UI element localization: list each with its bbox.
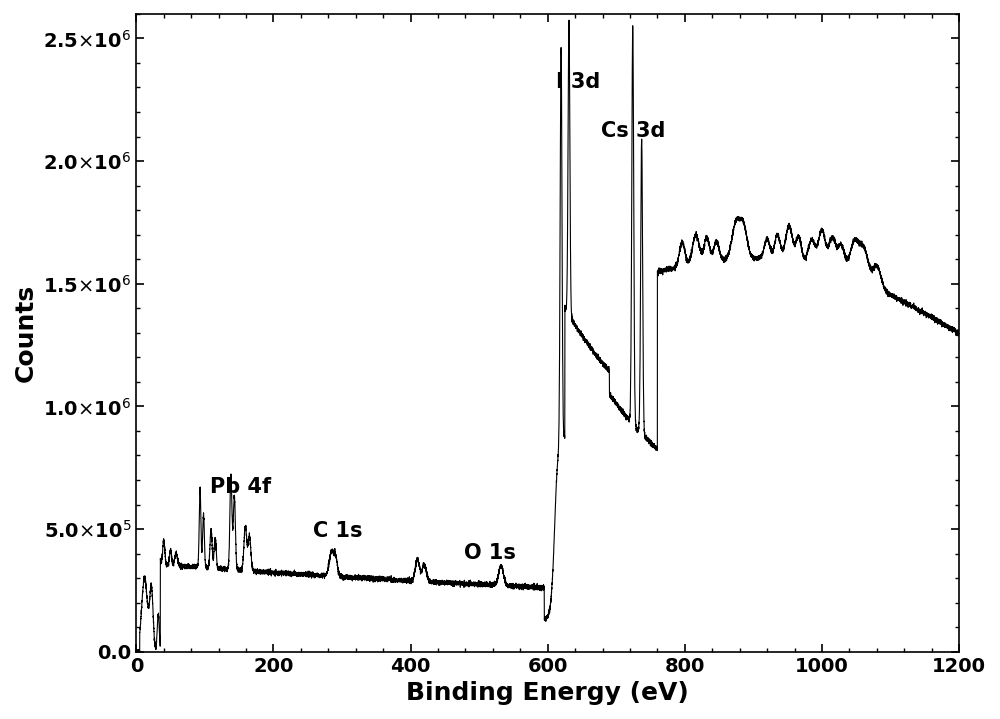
Text: C 1s: C 1s — [313, 521, 363, 541]
Y-axis label: Counts: Counts — [14, 284, 38, 382]
Text: I 3d: I 3d — [556, 73, 600, 92]
Text: O 1s: O 1s — [464, 544, 516, 564]
X-axis label: Binding Energy (eV): Binding Energy (eV) — [406, 681, 689, 705]
Text: Cs 3d: Cs 3d — [601, 122, 666, 142]
Text: Pb 4f: Pb 4f — [210, 477, 271, 497]
